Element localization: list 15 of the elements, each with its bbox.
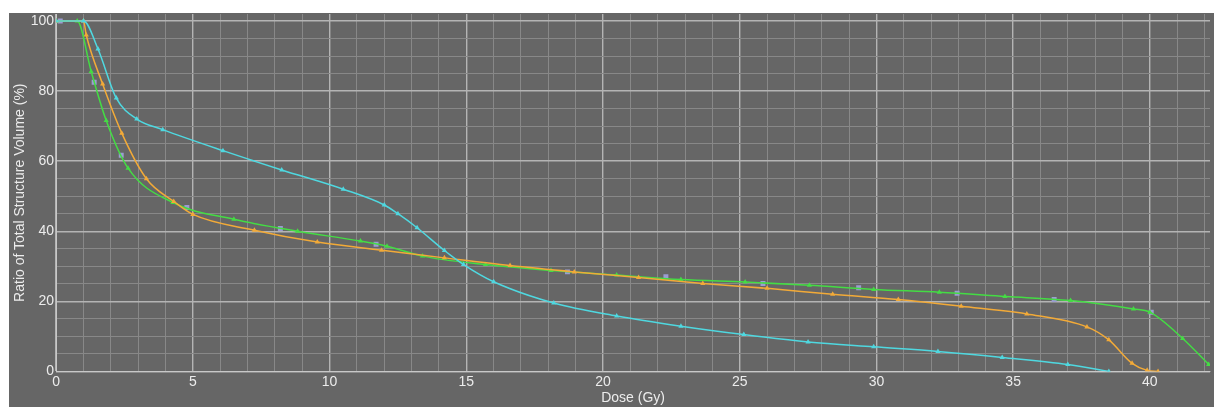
y-tick-label: 60	[38, 152, 55, 169]
x-tick-label: 20	[595, 372, 611, 389]
x-tick-label: 5	[188, 372, 197, 389]
y-tick-label: 100	[30, 11, 55, 28]
y-axis-title: Ratio of Total Structure Volume (%)	[11, 83, 28, 302]
x-tick-label: 25	[731, 372, 748, 389]
x-tick-label: 35	[1005, 372, 1022, 389]
y-tick-label: 20	[38, 292, 55, 309]
x-tick-label: 15	[458, 372, 475, 389]
y-tick-label: 80	[38, 81, 55, 98]
y-tick-label: 40	[38, 222, 55, 239]
x-tick-label: 30	[868, 372, 885, 389]
x-axis-title: Dose (Gy)	[601, 389, 665, 406]
x-tick-label: 10	[321, 372, 338, 389]
x-tick-label: 40	[1142, 372, 1158, 389]
